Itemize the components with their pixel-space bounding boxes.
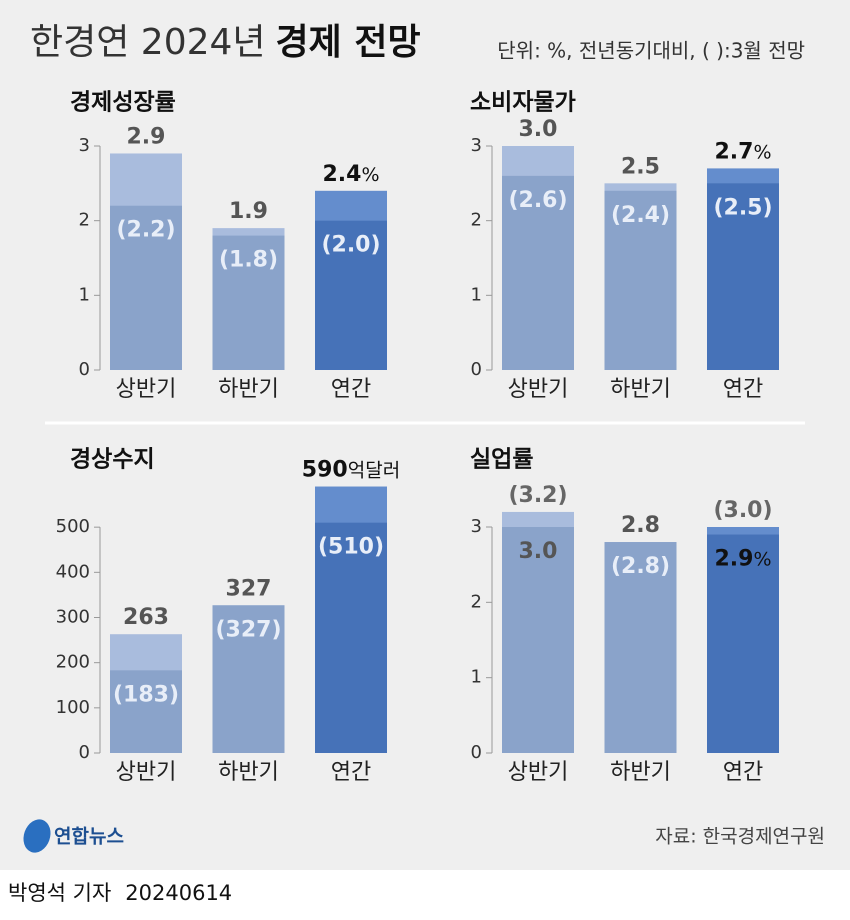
y-tick-label: 1 <box>471 284 482 305</box>
value-label-inside: 3.0 <box>519 539 558 564</box>
value-label-above: 2.8 <box>621 513 660 538</box>
y-tick-label: 200 <box>56 652 90 673</box>
panel-title: 실업률 <box>470 447 533 473</box>
value-label-above: 1.9 <box>229 199 268 224</box>
x-tick-label: 하반기 <box>218 760 279 785</box>
bar-dark <box>707 534 779 753</box>
bar-dark <box>110 670 182 753</box>
value-label-above: 263 <box>123 605 169 630</box>
reporter: 박영석 기자 <box>8 881 111 905</box>
y-tick-label: 400 <box>56 561 90 582</box>
y-tick-label: 3 <box>471 135 482 156</box>
bar-dark <box>502 527 574 753</box>
panel-title: 경제성장률 <box>70 90 176 116</box>
bar-dark <box>315 220 387 370</box>
value-label-inside: (2.5) <box>713 195 772 220</box>
bar-dark <box>212 605 285 753</box>
value-label-above: 3.0 <box>519 117 558 142</box>
value-label-inside: (1.8) <box>219 248 278 273</box>
y-tick-label: 3 <box>79 135 90 156</box>
bar-dark <box>212 235 285 370</box>
value-label-above: 2.9 <box>127 124 166 149</box>
x-tick-label: 연간 <box>331 377 371 402</box>
footer-strip <box>0 870 850 920</box>
value-label-inside: (510) <box>318 535 384 560</box>
x-tick-label: 하반기 <box>218 377 279 402</box>
value-label-above: 2.4% <box>322 162 379 187</box>
y-tick-label: 0 <box>471 742 482 763</box>
source: 자료: 한국경제연구원 <box>655 826 825 848</box>
bar-dark <box>315 522 387 753</box>
x-tick-label: 연간 <box>723 760 763 785</box>
title: 한경연 2024년 경제 전망 <box>30 22 421 63</box>
y-tick-label: 0 <box>471 359 482 380</box>
title-emphasis: 경제 전망 <box>276 22 421 63</box>
value-label-above: 2.7% <box>714 139 771 164</box>
x-tick-label: 연간 <box>723 377 763 402</box>
x-tick-label: 하반기 <box>610 377 671 402</box>
value-label-inside: (2.8) <box>611 554 670 579</box>
y-tick-label: 1 <box>471 667 482 688</box>
x-tick-label: 상반기 <box>508 377 569 402</box>
y-tick-label: 0 <box>79 742 90 763</box>
bar-dark <box>604 190 677 370</box>
panel-title: 경상수지 <box>70 447 155 473</box>
value-label-inside: (2.0) <box>321 233 380 258</box>
x-tick-label: 연간 <box>331 760 371 785</box>
y-tick-label: 100 <box>56 697 90 718</box>
y-tick-label: 3 <box>471 516 482 537</box>
y-tick-label: 300 <box>56 607 90 628</box>
date: 20240614 <box>125 881 232 905</box>
value-label-inside: (183) <box>113 682 179 707</box>
bar-dark <box>502 175 574 370</box>
value-label-above: (3.0) <box>713 498 772 523</box>
subtitle: 단위: %, 전년동기대비, ( ):3월 전망 <box>497 39 805 63</box>
value-label-inside: (2.2) <box>116 218 175 243</box>
y-tick-label: 0 <box>79 359 90 380</box>
y-tick-label: 2 <box>79 210 90 231</box>
value-label-inside: (2.6) <box>508 188 567 213</box>
x-tick-label: 상반기 <box>116 377 177 402</box>
value-label-inside: 2.9% <box>714 547 771 572</box>
value-label-above: 2.5 <box>621 154 660 179</box>
y-tick-label: 2 <box>471 591 482 612</box>
value-label-above: 327 <box>226 576 272 601</box>
value-label-above: 590억달러 <box>302 458 400 483</box>
bar-dark <box>604 542 677 753</box>
title-main: 한경연 2024년 <box>30 22 266 63</box>
bar-dark <box>707 183 779 370</box>
logo-mark <box>23 819 51 853</box>
x-tick-label: 상반기 <box>508 760 569 785</box>
y-tick-label: 2 <box>471 210 482 231</box>
y-tick-label: 500 <box>56 516 90 537</box>
panel-title: 소비자물가 <box>470 90 576 116</box>
byline: 박영석 기자 20240614 <box>8 881 232 905</box>
x-tick-label: 상반기 <box>116 760 177 785</box>
y-tick-label: 1 <box>79 284 90 305</box>
value-label-inside: (327) <box>215 617 281 642</box>
x-tick-label: 하반기 <box>610 760 671 785</box>
value-label-inside: (2.4) <box>611 203 670 228</box>
bar-dark <box>110 205 182 370</box>
logo-text: 연합뉴스 <box>54 826 124 848</box>
value-label-above: (3.2) <box>508 483 567 508</box>
